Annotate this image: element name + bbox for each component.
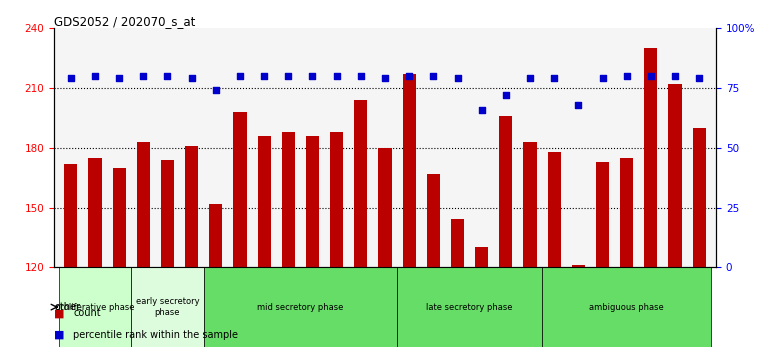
- Point: [379, 76, 391, 81]
- Point: [89, 73, 101, 79]
- Point: [186, 76, 198, 81]
- Point: [572, 102, 584, 108]
- Bar: [451, 219, 464, 267]
- Bar: [620, 158, 634, 267]
- Point: [234, 73, 246, 79]
- Bar: [499, 116, 513, 267]
- Point: [330, 73, 343, 79]
- Bar: [571, 265, 585, 267]
- Text: early secretory
phase: early secretory phase: [136, 297, 199, 317]
- Bar: [668, 84, 681, 267]
- Point: [258, 73, 270, 79]
- Text: ■: ■: [54, 330, 65, 339]
- Bar: [233, 112, 246, 267]
- Bar: [89, 158, 102, 267]
- Bar: [644, 48, 658, 267]
- Text: ■: ■: [54, 308, 65, 318]
- Point: [427, 73, 440, 79]
- Point: [403, 73, 415, 79]
- Bar: [397, 267, 542, 347]
- Point: [669, 73, 681, 79]
- Point: [621, 73, 633, 79]
- Bar: [64, 164, 78, 267]
- Text: count: count: [73, 308, 101, 318]
- Bar: [330, 132, 343, 267]
- Bar: [306, 136, 319, 267]
- Point: [113, 76, 126, 81]
- Point: [596, 76, 608, 81]
- Point: [355, 73, 367, 79]
- Point: [65, 76, 77, 81]
- Bar: [112, 168, 126, 267]
- Text: mid secretory phase: mid secretory phase: [257, 303, 343, 312]
- Point: [500, 92, 512, 98]
- Bar: [378, 148, 392, 267]
- Bar: [161, 160, 174, 267]
- Point: [306, 73, 319, 79]
- Bar: [475, 247, 488, 267]
- Bar: [403, 74, 416, 267]
- Bar: [427, 174, 440, 267]
- Bar: [282, 132, 295, 267]
- Point: [282, 73, 294, 79]
- Point: [524, 76, 536, 81]
- Text: GDS2052 / 202070_s_at: GDS2052 / 202070_s_at: [54, 15, 196, 28]
- Bar: [257, 136, 271, 267]
- Bar: [524, 142, 537, 267]
- Point: [209, 88, 222, 93]
- Bar: [131, 267, 204, 347]
- Bar: [209, 204, 223, 267]
- Bar: [547, 152, 561, 267]
- Text: percentile rank within the sample: percentile rank within the sample: [73, 330, 238, 339]
- Bar: [185, 146, 199, 267]
- Bar: [137, 142, 150, 267]
- Point: [644, 73, 657, 79]
- Point: [548, 76, 561, 81]
- Bar: [692, 128, 706, 267]
- Point: [451, 76, 464, 81]
- Text: late secretory phase: late secretory phase: [427, 303, 513, 312]
- Point: [476, 107, 488, 113]
- Bar: [542, 267, 711, 347]
- Point: [693, 76, 705, 81]
- Bar: [596, 162, 609, 267]
- Bar: [204, 267, 397, 347]
- Bar: [354, 100, 367, 267]
- Text: other: other: [55, 302, 80, 312]
- Text: proliferative phase: proliferative phase: [55, 303, 135, 312]
- Text: ambiguous phase: ambiguous phase: [589, 303, 664, 312]
- Bar: [59, 267, 131, 347]
- Point: [162, 73, 174, 79]
- Point: [137, 73, 149, 79]
